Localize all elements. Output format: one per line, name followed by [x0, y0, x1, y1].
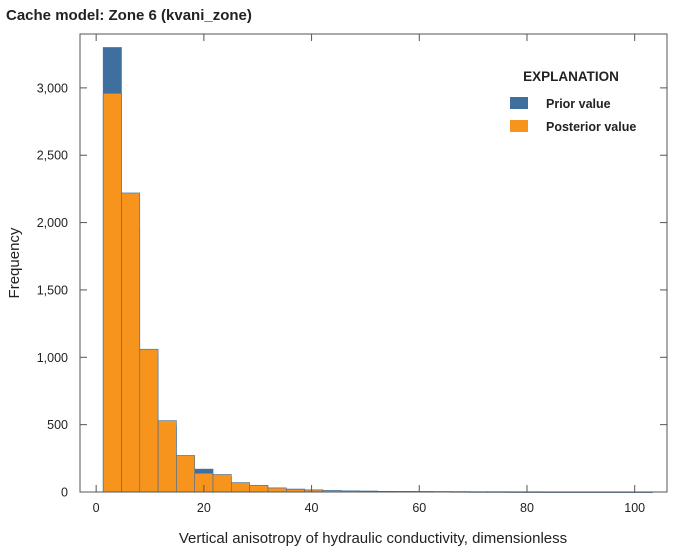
posterior-bar-3: [139, 348, 159, 493]
plot-area: [102, 47, 653, 493]
x-tick-label-60: 60: [412, 501, 426, 515]
posterior-bar-5: [176, 455, 196, 493]
legend-label-posterior: Posterior value: [546, 120, 636, 134]
y-tick-label-1500: 1,500: [37, 283, 68, 297]
x-tick-label-20: 20: [197, 501, 211, 515]
posterior-bar-9: [249, 484, 269, 493]
y-axis-label: Frequency: [6, 227, 23, 298]
y-tick-label-3000: 3,000: [37, 81, 68, 95]
legend: EXPLANATION Prior value Posterior value: [510, 69, 636, 134]
x-tick-label-40: 40: [305, 501, 319, 515]
x-axis-label: Vertical anisotropy of hydraulic conduct…: [179, 530, 567, 547]
plot-frame: [79, 33, 668, 493]
y-tick-label-2000: 2,000: [37, 216, 68, 230]
y-axis: 0 500 1,000 1,500 2,000 2,500 3,000: [37, 81, 667, 500]
legend-swatch-posterior: [510, 120, 528, 132]
y-tick-label-0: 0: [61, 486, 68, 500]
x-tick-label-80: 80: [520, 501, 534, 515]
x-tick-label-100: 100: [624, 501, 645, 515]
y-tick-label-1000: 1,000: [37, 351, 68, 365]
x-tick-label-0: 0: [93, 501, 100, 515]
posterior-bar-2: [121, 192, 141, 493]
posterior-bar-7: [212, 474, 232, 493]
legend-swatch-prior: [510, 97, 528, 109]
y-tick-label-2500: 2,500: [37, 149, 68, 163]
posterior-bar-1: [102, 92, 122, 493]
y-tick-label-500: 500: [47, 418, 68, 432]
legend-label-prior: Prior value: [546, 97, 611, 111]
posterior-bar-10: [267, 487, 287, 493]
chart-title: Cache model: Zone 6 (kvani_zone): [6, 7, 252, 24]
x-axis: 0 20 40 60 80 100: [93, 34, 645, 515]
posterior-bar-8: [231, 482, 250, 493]
legend-title: EXPLANATION: [523, 69, 619, 84]
posterior-bar-4: [157, 420, 177, 493]
